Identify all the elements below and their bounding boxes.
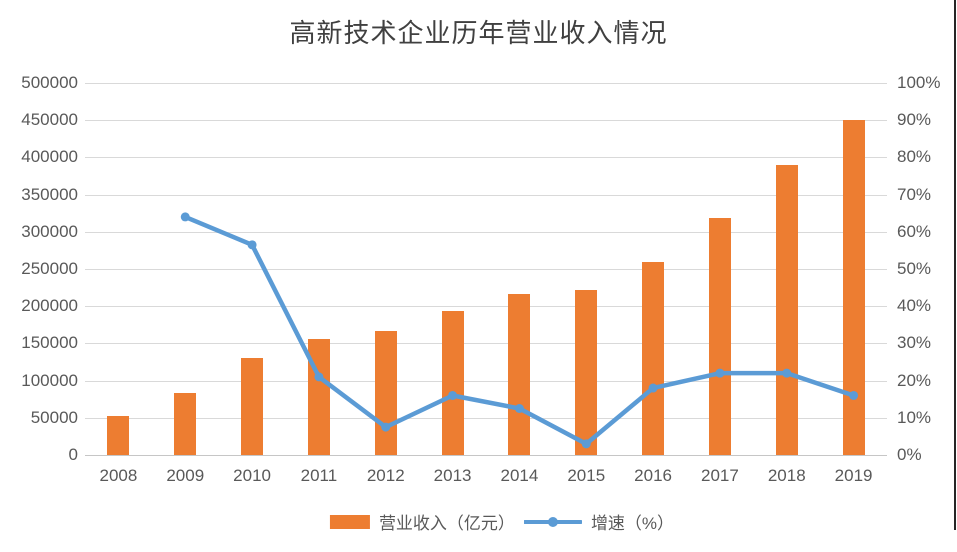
left-axis-tick: 400000: [21, 147, 78, 167]
right-edge-border: [954, 0, 956, 530]
legend-item-growth: 增速（%）: [523, 509, 675, 534]
gridline: [85, 417, 887, 419]
left-axis-tick: 500000: [21, 73, 78, 92]
gridline: [85, 194, 887, 196]
x-axis-tick-2014: 2014: [500, 466, 539, 485]
revenue-bar-2018: [775, 164, 798, 455]
legend-item-revenue: 营业收入（亿元）: [329, 509, 515, 534]
revenue-bar-2009: [174, 392, 197, 455]
x-axis-tick-2012: 2012: [366, 466, 405, 485]
revenue-bar-2008: [107, 416, 130, 455]
growth-point: [381, 422, 391, 432]
right-axis-tick: 30%: [897, 333, 932, 353]
right-axis-tick: 100%: [897, 73, 941, 92]
gridline: [85, 269, 887, 270]
gridline: [85, 120, 887, 122]
left-axis-tick: 50000: [30, 407, 78, 427]
x-axis-tick-2017: 2017: [700, 466, 739, 485]
left-axis-tick: 350000: [21, 184, 78, 204]
gridline: [85, 231, 887, 233]
legend-bar-label: 营业收入（亿元）: [378, 514, 515, 533]
left-axis-tick: 200000: [21, 296, 78, 316]
gridline: [85, 83, 887, 84]
x-axis-tick-2010: 2010: [233, 466, 271, 485]
left-axis-tick: 150000: [21, 333, 78, 353]
growth-point: [648, 383, 658, 393]
gridline: [85, 455, 887, 456]
legend-line-label: 增速（%）: [590, 514, 675, 533]
legend: 营业收入（亿元） 增速（%）: [329, 509, 675, 534]
x-axis-tick-2019: 2019: [834, 466, 873, 485]
right-axis-tick: 90%: [897, 110, 932, 130]
x-axis-tick-2018: 2018: [767, 466, 806, 485]
legend-line-swatch-icon: [523, 516, 582, 527]
x-axis-tick-2011: 2011: [300, 466, 338, 485]
growth-point: [715, 368, 725, 378]
growth-point: [314, 372, 324, 382]
gridline: [85, 306, 887, 308]
growth-point: [180, 212, 190, 222]
right-axis-tick: 60%: [897, 221, 932, 241]
growth-point: [514, 404, 524, 413]
growth-point: [247, 240, 257, 250]
right-axis-tick: 10%: [897, 407, 932, 427]
x-axis-tick-2008: 2008: [99, 466, 138, 485]
gridline: [85, 343, 887, 345]
growth-point: [581, 439, 591, 449]
revenue-bar-2019: [842, 120, 865, 455]
revenue-bar-2014: [508, 293, 531, 455]
x-axis-tick-2015: 2015: [567, 466, 606, 485]
legend-bar-swatch-icon: [329, 514, 370, 529]
left-axis-tick: 100000: [21, 370, 78, 390]
right-axis-tick: 80%: [897, 147, 932, 167]
gridline: [85, 380, 887, 382]
left-axis-tick: 300000: [21, 221, 78, 241]
right-axis-tick: 0%: [897, 445, 922, 464]
right-axis-tick: 40%: [897, 296, 932, 316]
revenue-bar-2013: [441, 310, 464, 455]
x-axis-tick-2013: 2013: [433, 466, 472, 485]
growth-point: [849, 390, 859, 400]
left-axis-tick: 0: [68, 445, 78, 464]
growth-point: [782, 368, 792, 378]
x-axis-tick-2009: 2009: [166, 466, 205, 485]
revenue-bar-2016: [642, 261, 665, 455]
left-axis-tick: 250000: [21, 259, 78, 278]
growth-line-series: [180, 212, 859, 449]
growth-point: [448, 390, 458, 400]
revenue-bar-2015: [575, 289, 598, 455]
right-axis-tick: 20%: [897, 370, 932, 390]
revenue-bar-2017: [708, 218, 731, 455]
chart-title: 高新技术企业历年营业收入情况: [289, 19, 668, 49]
right-axis-tick: 50%: [897, 259, 932, 278]
x-axis-tick-2016: 2016: [634, 466, 672, 485]
gridline: [85, 157, 887, 159]
revenue-bar-2010: [241, 358, 264, 455]
right-axis-tick: 70%: [897, 184, 932, 204]
left-axis-tick: 450000: [21, 110, 78, 130]
